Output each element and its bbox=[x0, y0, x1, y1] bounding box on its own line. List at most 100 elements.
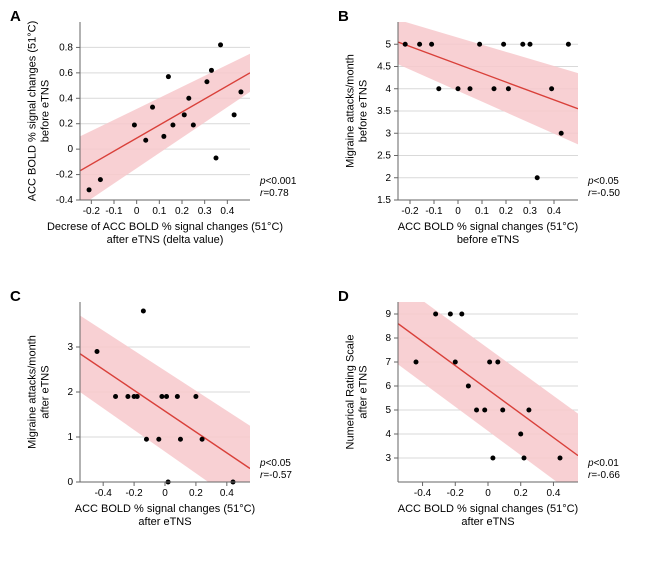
confidence-band bbox=[398, 20, 578, 145]
data-point bbox=[132, 122, 137, 127]
data-point bbox=[490, 456, 495, 461]
data-point bbox=[87, 187, 92, 192]
x-tick-label: 0 bbox=[134, 206, 140, 217]
data-point bbox=[500, 408, 505, 413]
x-axis-label: ACC BOLD % signal changes (51°C) bbox=[75, 503, 255, 515]
data-point bbox=[429, 42, 434, 47]
data-point bbox=[182, 112, 187, 117]
data-point bbox=[487, 360, 492, 365]
x-tick-label: -0.4 bbox=[414, 488, 432, 499]
data-point bbox=[474, 408, 479, 413]
y-tick-label: 0 bbox=[67, 477, 73, 488]
y-tick-label: 2.5 bbox=[377, 151, 391, 162]
y-tick-label: 3.5 bbox=[377, 106, 391, 117]
data-point bbox=[141, 309, 146, 314]
data-point bbox=[209, 68, 214, 73]
y-tick-label: 1 bbox=[67, 432, 73, 443]
stats-p: p<0.05 bbox=[587, 176, 619, 187]
data-point bbox=[436, 86, 441, 91]
y-tick-label: 3 bbox=[67, 342, 73, 353]
y-axis-label: Numerical Rating Scale bbox=[345, 335, 357, 450]
stats-p: p<0.01 bbox=[587, 458, 619, 469]
x-tick-label: 0.1 bbox=[152, 206, 166, 217]
data-point bbox=[492, 86, 497, 91]
data-point bbox=[144, 437, 149, 442]
stats-r: r=0.78 bbox=[260, 188, 289, 199]
data-point bbox=[166, 74, 171, 79]
data-point bbox=[95, 349, 100, 354]
data-point bbox=[135, 394, 140, 399]
regression-line bbox=[80, 73, 250, 171]
y-axis-label: Migraine attacks/month bbox=[27, 335, 39, 449]
x-tick-label: -0.4 bbox=[95, 488, 113, 499]
data-point bbox=[193, 394, 198, 399]
data-point bbox=[414, 360, 419, 365]
data-point bbox=[482, 408, 487, 413]
data-point bbox=[218, 42, 223, 47]
y-tick-label: 9 bbox=[385, 309, 391, 320]
panel-b: B1.522.533.544.55-0.2-0.100.10.20.30.4AC… bbox=[338, 8, 656, 273]
y-tick-label: 3 bbox=[385, 128, 391, 139]
data-point bbox=[453, 360, 458, 365]
panel-letter-b: B bbox=[338, 8, 349, 25]
data-point bbox=[466, 384, 471, 389]
x-tick-label: 0.2 bbox=[175, 206, 189, 217]
data-point bbox=[459, 312, 464, 317]
x-tick-label: 0 bbox=[162, 488, 168, 499]
y-tick-label: 0.4 bbox=[59, 93, 73, 104]
data-point bbox=[175, 394, 180, 399]
y-tick-label: 0.2 bbox=[59, 119, 73, 130]
x-axis-label: after eTNS bbox=[461, 516, 514, 528]
x-tick-label: 0.2 bbox=[514, 488, 528, 499]
data-point bbox=[178, 437, 183, 442]
x-tick-label: 0.4 bbox=[547, 488, 561, 499]
data-point bbox=[448, 312, 453, 317]
data-point bbox=[477, 42, 482, 47]
y-tick-label: 6 bbox=[385, 381, 391, 392]
data-point bbox=[161, 134, 166, 139]
y-tick-label: 4.5 bbox=[377, 62, 391, 73]
data-point bbox=[232, 112, 237, 117]
y-axis-label: after eTNS bbox=[358, 365, 370, 418]
x-tick-label: -0.2 bbox=[83, 206, 101, 217]
y-axis-label: before eTNS bbox=[358, 80, 370, 142]
data-point bbox=[143, 138, 148, 143]
data-point bbox=[549, 86, 554, 91]
x-tick-label: -0.2 bbox=[401, 206, 419, 217]
x-tick-label: 0.4 bbox=[220, 206, 234, 217]
data-point bbox=[186, 96, 191, 101]
data-point bbox=[125, 394, 130, 399]
data-point bbox=[468, 86, 473, 91]
x-tick-label: 0.1 bbox=[475, 206, 489, 217]
panel-d: D3456789-0.4-0.200.20.4ACC BOLD % signal… bbox=[338, 288, 656, 558]
data-point bbox=[170, 122, 175, 127]
confidence-band bbox=[80, 54, 250, 207]
y-tick-label: 0 bbox=[67, 144, 73, 155]
data-point bbox=[200, 437, 205, 442]
figure: A-0.4-0.200.20.40.60.8-0.2-0.100.10.20.3… bbox=[0, 0, 661, 565]
data-point bbox=[403, 42, 408, 47]
data-point bbox=[156, 437, 161, 442]
x-tick-label: 0 bbox=[455, 206, 461, 217]
x-tick-label: -0.1 bbox=[105, 206, 123, 217]
panel-letter-a: A bbox=[10, 8, 21, 25]
data-point bbox=[522, 456, 527, 461]
data-point bbox=[191, 122, 196, 127]
x-tick-label: 0.2 bbox=[499, 206, 513, 217]
x-axis-label: after eTNS bbox=[138, 516, 191, 528]
panel-a: A-0.4-0.200.20.40.60.8-0.2-0.100.10.20.3… bbox=[10, 8, 320, 273]
y-axis-label: after eTNS bbox=[40, 365, 52, 418]
x-tick-label: 0.3 bbox=[523, 206, 537, 217]
y-tick-label: 3 bbox=[385, 453, 391, 464]
y-tick-label: -0.2 bbox=[56, 170, 74, 181]
x-tick-label: 0.2 bbox=[189, 488, 203, 499]
data-point bbox=[528, 42, 533, 47]
stats-r: r=-0.66 bbox=[588, 470, 620, 481]
x-axis-label: before eTNS bbox=[457, 234, 519, 246]
data-point bbox=[433, 312, 438, 317]
x-tick-label: 0.4 bbox=[220, 488, 234, 499]
data-point bbox=[98, 177, 103, 182]
stats-p: p<0.001 bbox=[259, 176, 297, 187]
data-point bbox=[113, 394, 118, 399]
data-point bbox=[501, 42, 506, 47]
